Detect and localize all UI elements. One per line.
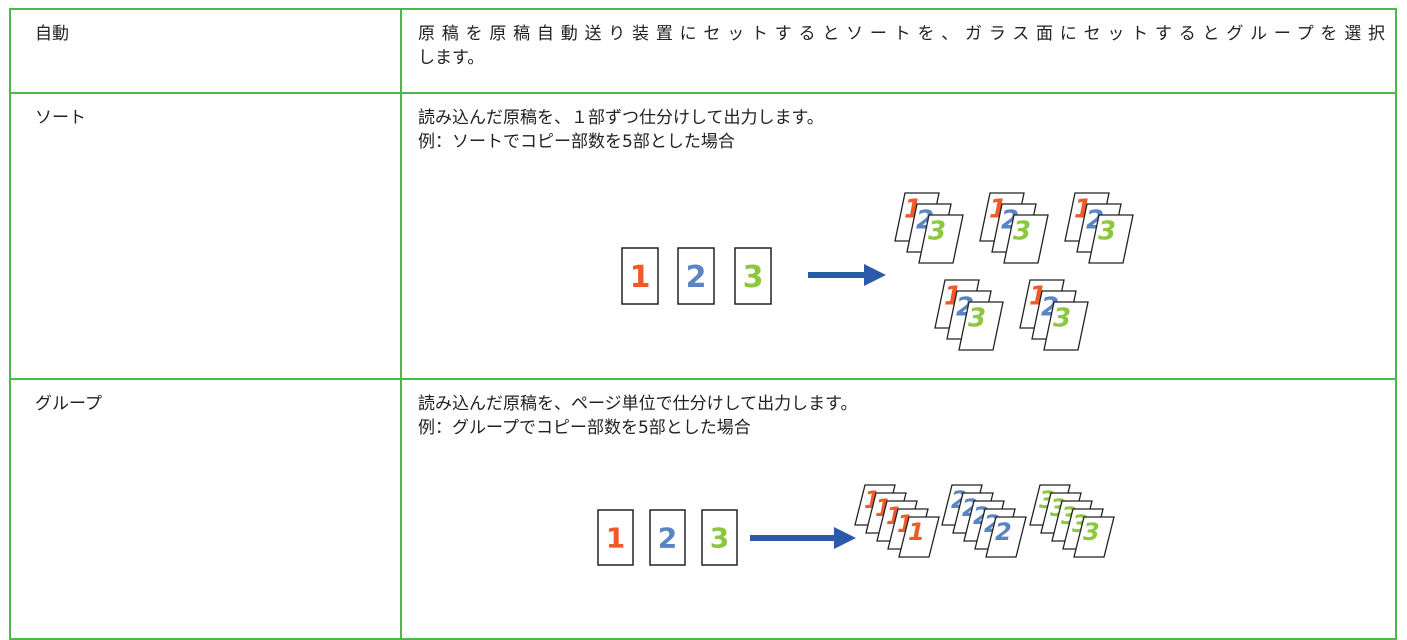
sheet-number: 3 bbox=[968, 304, 986, 334]
copy-sheet bbox=[1073, 516, 1115, 558]
copy-sheet bbox=[1088, 214, 1134, 264]
copy-sheet bbox=[1043, 301, 1089, 351]
copy-sheet bbox=[898, 516, 940, 558]
copy-sheet bbox=[918, 214, 964, 264]
page-number: 3 bbox=[743, 260, 764, 295]
row-label: グループ bbox=[35, 394, 102, 414]
desc-line: 読み込んだ原稿を、１部ずつ仕分けして出力します。 bbox=[418, 108, 824, 128]
row-label: ソート bbox=[35, 108, 86, 128]
desc-line: 例：ソートでコピー部数を5部とした場合 bbox=[418, 132, 735, 152]
copy-sheet bbox=[958, 301, 1004, 351]
page-number: 3 bbox=[710, 522, 729, 555]
original-page bbox=[734, 247, 772, 305]
page-number: 1 bbox=[630, 260, 651, 295]
page-number: 1 bbox=[606, 522, 625, 555]
sheet-number: 1 bbox=[908, 518, 925, 546]
original-page bbox=[701, 509, 738, 566]
desc-line: 読み込んだ原稿を、ページ単位で仕分けして出力します。 bbox=[418, 394, 858, 414]
page-number: 2 bbox=[658, 522, 677, 555]
original-page bbox=[621, 247, 659, 305]
sheet-number: 3 bbox=[1053, 304, 1071, 334]
page-number: 2 bbox=[686, 260, 707, 295]
desc-line: 原稿を原稿自動送り装置にセットするとソートを、ガラス面にセットするとグループを選… bbox=[418, 24, 1385, 44]
sheet-number: 2 bbox=[995, 518, 1012, 546]
sheet-number: 3 bbox=[1013, 217, 1031, 247]
sheet-number: 3 bbox=[1083, 518, 1100, 546]
arrow-head bbox=[864, 264, 886, 286]
copy-sheet bbox=[985, 516, 1027, 558]
desc-line: 例：グループでコピー部数を5部とした場合 bbox=[418, 418, 751, 438]
sheet-number: 3 bbox=[928, 217, 946, 247]
arrow-head bbox=[834, 527, 856, 549]
original-page bbox=[649, 509, 686, 566]
page: 自動 原稿を原稿自動送り装置にセットするとソートを、ガラス面にセットするとグループ… bbox=[9, 8, 1397, 640]
original-page bbox=[597, 509, 634, 566]
desc-line: します。 bbox=[418, 48, 485, 68]
sheet-number: 3 bbox=[1098, 217, 1116, 247]
copy-sheet bbox=[1003, 214, 1049, 264]
original-page bbox=[677, 247, 715, 305]
row-label: 自動 bbox=[35, 24, 69, 44]
